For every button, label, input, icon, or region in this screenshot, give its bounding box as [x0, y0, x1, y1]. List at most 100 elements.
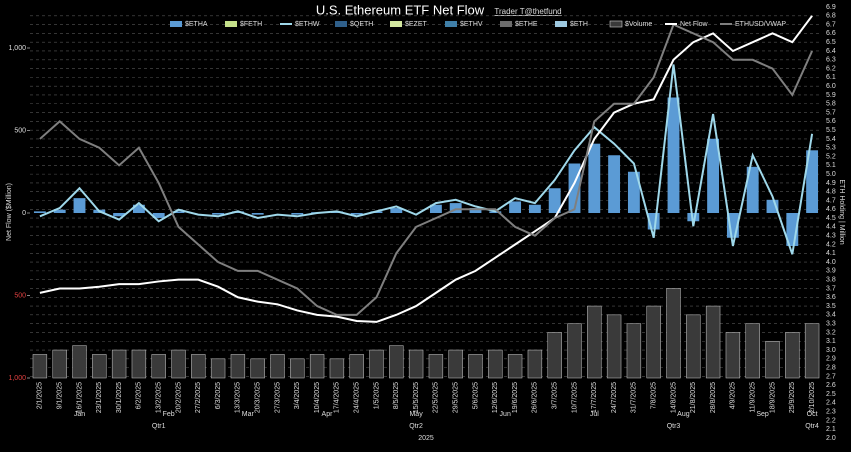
legend-swatch	[390, 21, 402, 27]
volume-bar	[745, 323, 760, 379]
volume-bar	[666, 288, 681, 379]
y2-tick-label: 6.8	[826, 13, 836, 20]
x-tick-label: 22/5/2025	[433, 382, 440, 413]
x-tick-label: 23/1/2025	[96, 382, 103, 413]
volume-bar	[111, 349, 127, 379]
flow-bar	[627, 171, 640, 213]
y2-tick-label: 3.1	[826, 338, 836, 345]
x-tick-label: 21/8/2025	[690, 382, 697, 413]
month-label: Aug	[677, 411, 690, 418]
x-tick-label: 8/5/2025	[393, 382, 400, 409]
volume-bar	[686, 314, 701, 379]
volume-bar	[408, 349, 424, 379]
legend-label: $ETH	[570, 21, 588, 28]
y2-tick-label: 5.3	[826, 145, 836, 152]
chart-title: U.S. Ethereum ETF Net Flow	[316, 2, 485, 17]
x-tick-label: 12/6/2025	[492, 382, 499, 413]
quarter-label: Qtr4	[805, 423, 819, 430]
y2-tick-label: 3.8	[826, 277, 836, 284]
volume-bar	[705, 305, 721, 379]
x-tick-label: 13/3/2025	[235, 382, 242, 413]
flow-bar	[568, 163, 581, 213]
month-label: Feb	[163, 411, 175, 418]
series-line	[39, 23, 814, 316]
flow-bar	[449, 203, 462, 213]
y2-tick-label: 2.9	[826, 356, 836, 363]
volume-bar	[210, 358, 226, 379]
y2-tick-label: 4.0	[826, 259, 836, 266]
y2-tick-label: 6.7	[826, 21, 836, 28]
y2-tick-label: 5.9	[826, 92, 836, 99]
legend-label: $Volume	[625, 21, 652, 28]
volume-bar	[606, 314, 622, 379]
volume-bar	[290, 358, 305, 379]
y2-axis-title: ETH Holding | Million	[838, 179, 845, 244]
flow-bar	[390, 208, 403, 213]
flow-bar	[469, 208, 482, 213]
flow-bar	[707, 138, 720, 213]
flow-bar	[548, 188, 561, 213]
y2-tick-label: 5.7	[826, 109, 836, 116]
volume-bar	[527, 349, 543, 379]
y2-tick-label: 6.1	[826, 74, 836, 81]
y2-tick-label: 3.7	[826, 285, 836, 292]
y-axis-title: Net Flow ($Million)	[6, 183, 13, 241]
x-tick-label: 16/1/2025	[76, 382, 83, 413]
legend-swatch	[335, 21, 347, 27]
x-tick-label: 6/3/2025	[215, 382, 222, 409]
flow-bar	[588, 143, 601, 213]
legend-label: $ETHE	[515, 21, 538, 28]
volume-bar	[92, 354, 107, 379]
legend-label: Net Flow	[680, 21, 709, 28]
y2-tick-label: 4.5	[826, 215, 836, 222]
y2-tick-label: 5.6	[826, 118, 836, 125]
y2-tick-label: 6.5	[826, 39, 836, 46]
flow-bar	[212, 213, 225, 215]
volume-bar	[448, 349, 463, 379]
legend-label: $ETHW	[295, 21, 320, 28]
x-tick-label: 6/2/2025	[136, 382, 143, 409]
flow-bar	[608, 155, 621, 213]
y2-tick-label: 5.4	[826, 136, 836, 143]
month-label: Sep	[756, 411, 769, 418]
volume-bar	[52, 349, 67, 379]
volume-bar	[329, 358, 345, 379]
legend-swatch	[170, 21, 182, 27]
y2-tick-label: 4.4	[826, 224, 836, 231]
month-label: Jul	[590, 411, 599, 418]
volume-bar	[191, 354, 206, 379]
y2-tick-label: 3.2	[826, 329, 836, 336]
y2-tick-label: 5.0	[826, 171, 836, 178]
legend-swatch	[445, 21, 457, 27]
y2-tick-label: 5.2	[826, 153, 836, 160]
x-tick-label: 20/2/2025	[175, 382, 182, 413]
legend-swatch	[500, 21, 512, 27]
volume-bar	[230, 354, 246, 379]
y2-tick-label: 3.4	[826, 312, 836, 319]
volume-bar	[32, 354, 48, 379]
x-tick-label: 26/6/2025	[532, 382, 539, 413]
y2-tick-label: 4.2	[826, 241, 836, 248]
flow-bar	[350, 213, 363, 215]
legend-swatch	[225, 21, 237, 27]
x-tick-label: 13/2/2025	[156, 382, 163, 413]
x-tick-label: 24/7/2025	[611, 382, 618, 413]
y2-tick-label: 2.2	[826, 417, 836, 424]
quarter-label: Qtr1	[152, 423, 166, 430]
y2-tick-label: 3.9	[826, 268, 836, 275]
legend-swatch	[609, 20, 623, 28]
y2-tick-label: 4.7	[826, 197, 836, 204]
flow-bar	[291, 213, 304, 215]
y-tick-label: 0	[22, 210, 26, 217]
volume-bar	[587, 305, 602, 379]
series-line	[39, 15, 813, 323]
x-tick-label: 31/7/2025	[631, 382, 638, 413]
x-tick-label: 4/9/2025	[730, 382, 737, 409]
y2-tick-label: 2.7	[826, 373, 836, 380]
volume-bar	[309, 354, 325, 379]
series-line	[39, 64, 814, 255]
volume-bar	[804, 323, 820, 379]
legend-swatch	[555, 21, 567, 27]
y2-tick-label: 4.3	[826, 233, 836, 240]
